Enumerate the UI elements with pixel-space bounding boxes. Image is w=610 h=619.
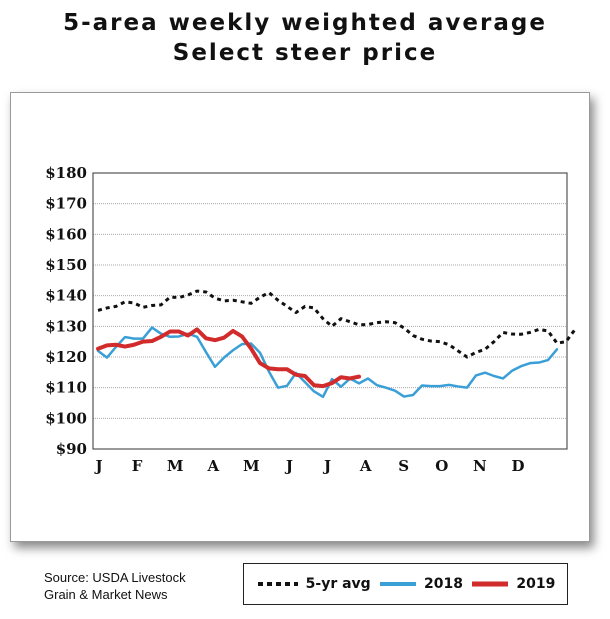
legend-label-2018: 2018 xyxy=(424,576,464,592)
legend-swatch-avg xyxy=(257,582,298,586)
chart-title: 5-area weekly weighted average Select st… xyxy=(0,8,610,68)
x-tick-label: N xyxy=(473,457,487,475)
x-tick-label: F xyxy=(132,457,143,475)
y-tick-label: $120 xyxy=(45,348,87,366)
chart-title-line2: Select steer price xyxy=(172,40,438,66)
x-tick-label: D xyxy=(511,457,524,475)
y-tick-label: $130 xyxy=(45,317,87,335)
y-tick-label: $150 xyxy=(45,256,87,274)
legend-label-avg: 5-yr avg xyxy=(305,576,371,592)
series-line-avg xyxy=(97,289,577,359)
x-tick-label: M xyxy=(243,457,260,475)
chart-title-line1: 5-area weekly weighted average xyxy=(63,10,547,36)
x-tick-label: J xyxy=(284,457,293,475)
y-tick-label: $140 xyxy=(45,287,87,305)
y-tick-label: $160 xyxy=(45,225,87,243)
y-tick-label: $170 xyxy=(45,195,87,213)
x-tick-label: S xyxy=(398,457,409,475)
x-tick-label: A xyxy=(359,457,372,475)
y-tick-label: $90 xyxy=(56,440,87,458)
series-line-2018 xyxy=(96,326,559,399)
series-line-2019 xyxy=(96,327,361,389)
legend-swatch-2018 xyxy=(380,582,417,586)
y-tick-label: $100 xyxy=(45,409,87,427)
legend-label-2019: 2019 xyxy=(516,576,556,592)
x-tick-label: J xyxy=(93,457,102,475)
y-tick-label: $180 xyxy=(45,164,87,182)
plot-frame xyxy=(92,172,568,450)
legend-item-2018: 2018 xyxy=(378,576,463,592)
source-line1: Source: USDA Livestock xyxy=(44,570,186,585)
chart-panel xyxy=(10,92,590,542)
x-tick-label: M xyxy=(167,457,184,475)
source-line2: Grain & Market News xyxy=(44,587,168,602)
legend-item-avg: 5-yr avg xyxy=(256,576,371,592)
x-tick-label: O xyxy=(435,457,448,475)
legend-item-2019: 2019 xyxy=(470,576,555,592)
y-tick-label: $110 xyxy=(45,379,87,397)
x-tick-label: J xyxy=(322,457,331,475)
legend-swatch-2019 xyxy=(472,581,509,587)
source-note: Source: USDA Livestock Grain & Market Ne… xyxy=(44,569,244,603)
chart-legend: 5-yr avg 2018 2019 xyxy=(243,563,568,605)
x-tick-label: A xyxy=(206,457,219,475)
